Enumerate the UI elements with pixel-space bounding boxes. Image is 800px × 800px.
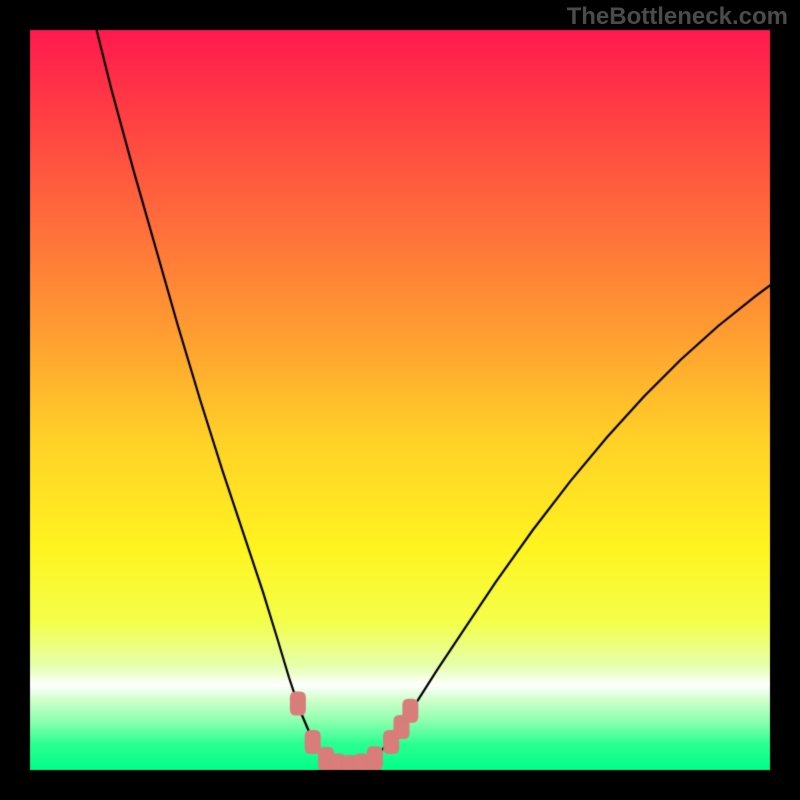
watermark-text: TheBottleneck.com [567, 3, 788, 31]
bottleneck-curve-chart [0, 0, 800, 800]
chart-stage: TheBottleneck.com [0, 0, 800, 800]
